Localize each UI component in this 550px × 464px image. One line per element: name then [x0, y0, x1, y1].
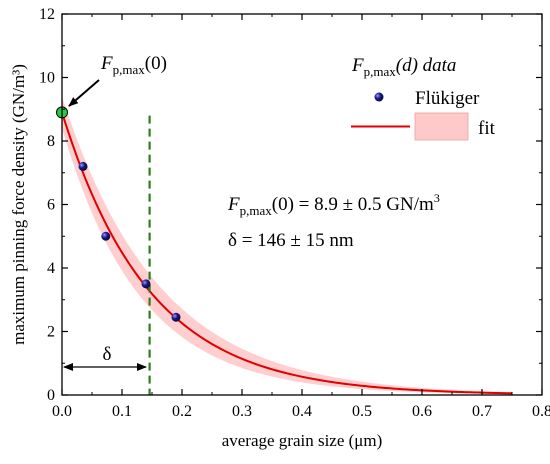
x-tick-label: 0.3 [232, 403, 252, 420]
data-point [141, 279, 151, 289]
y-tick-label: 4 [47, 260, 55, 277]
legend-label-flukiger: Flükiger [415, 88, 480, 109]
legend-marker-flukiger [374, 92, 384, 102]
x-tick-label: 0.0 [52, 403, 72, 420]
data-point [101, 231, 111, 241]
x-axis-label: average grain size (μm) [222, 431, 383, 450]
x-tick-label: 0.4 [292, 403, 312, 420]
result-line-1: Fp,max(0) = 8.9 ± 0.5 GN/m3 [227, 191, 440, 218]
fit-curve [62, 112, 513, 395]
x-tick-label: 0.5 [352, 403, 372, 420]
y-tick-label: 2 [47, 324, 55, 341]
fit-curve-layer [62, 112, 513, 395]
y-tick-label: 12 [39, 6, 55, 23]
x-tick-label: 0.8 [532, 403, 550, 420]
x-tick-label: 0.6 [412, 403, 432, 420]
x-tick-label: 0.1 [112, 403, 132, 420]
data-point [78, 161, 88, 171]
y-tick-label: 0 [47, 387, 55, 404]
point-annotation-label: Fp,max(0) [100, 53, 167, 77]
legend: Fp,max(d) data Flükiger fit [351, 55, 496, 141]
point-annotation-arrow [68, 79, 100, 107]
result-line-2: δ = 146 ± 15 nm [228, 230, 354, 251]
y-tick-label: 6 [47, 197, 55, 214]
legend-label-fit: fit [478, 118, 496, 139]
y-tick-label: 10 [39, 70, 55, 87]
y-tick-label: 8 [47, 133, 55, 150]
x-tick-label: 0.2 [172, 403, 192, 420]
delta-span-label: δ [103, 344, 112, 365]
y-axis-label: maximum pinning force density (GN/m³) [9, 64, 28, 345]
data-point [171, 312, 181, 322]
legend-title: Fp,max(d) data [351, 55, 456, 79]
legend-band-swatch [414, 112, 469, 141]
x-tick-label: 0.7 [472, 403, 492, 420]
axis-ticks: 0.0 0.1 0.2 0.3 0.4 0.5 0.6 0.7 0.8 0 2 4 6 8 10 12 [39, 6, 550, 420]
